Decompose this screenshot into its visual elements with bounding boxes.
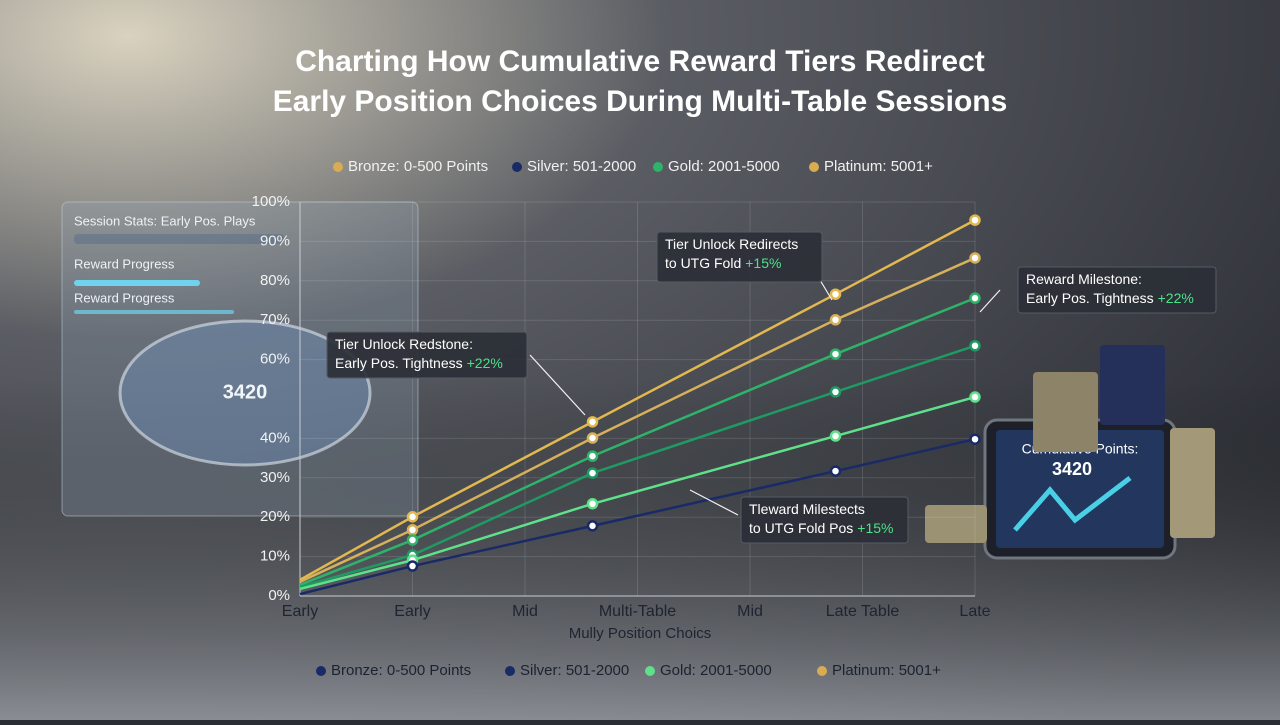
data-point — [829, 288, 842, 300]
y-tick-label: 80% — [260, 272, 290, 289]
annotation-text: to UTG Fold Pos +15% — [749, 520, 893, 536]
annotation-box — [656, 231, 823, 283]
panel-row: Reward Progress — [74, 290, 175, 305]
annotation-arrow — [689, 489, 739, 516]
y-tick-label: 70% — [260, 311, 290, 328]
chart-title: Early Position Choices During Multi-Tabl… — [273, 85, 1008, 118]
data-point — [969, 391, 981, 403]
data-point — [969, 292, 981, 304]
x-tick-label: Early — [394, 603, 430, 620]
annotation-line: Reward Milestone: — [1026, 271, 1142, 287]
y-tick-label: 90% — [260, 232, 290, 249]
data-point — [829, 348, 842, 360]
session-panel: Session Stats: Early Pos. Plays Reward P… — [61, 201, 419, 517]
y-tick-label: 20% — [260, 508, 290, 525]
y-tick-label: 40% — [260, 429, 290, 446]
legend-label: Bronze: 0-500 Points — [348, 158, 488, 175]
chart-title: Charting How Cumulative Reward Tiers Red… — [295, 45, 985, 78]
annotation-arrow — [529, 354, 586, 416]
annotation-line: Tier Unlock Redstone: — [335, 336, 473, 352]
data-point — [586, 450, 599, 462]
legend-label: Gold: 2001-5000 — [668, 158, 780, 175]
x-tick-label: Late — [959, 603, 990, 620]
y-tick-label: 10% — [260, 548, 290, 565]
legend-dot — [653, 162, 663, 172]
data-point — [586, 416, 599, 428]
panel-title: Session Stats: Early Pos. Plays — [74, 213, 256, 228]
data-point — [586, 498, 599, 510]
annotation-line: to UTG Fold Pos — [749, 520, 853, 536]
annotation-text: Tleward Milestects — [749, 501, 865, 517]
annotation-text: Tier Unlock Redstone: — [335, 336, 473, 352]
panel-row: Reward Progress — [74, 256, 175, 271]
x-tick-label: Mid — [737, 603, 763, 620]
data-point — [406, 560, 419, 572]
data-point — [406, 511, 419, 523]
data-point — [969, 433, 981, 445]
x-axis-label: Mully Position Choics — [569, 625, 712, 642]
y-tick-label: 60% — [260, 351, 290, 368]
annotation-highlight: +22% — [467, 355, 503, 371]
annotation-box — [326, 331, 528, 379]
data-point — [406, 524, 419, 536]
legend-label: Silver: 501-2000 — [527, 158, 636, 175]
annotation-arrow — [819, 279, 833, 301]
annotation-text: Early Pos. Tightness +22% — [335, 355, 503, 371]
data-point — [969, 252, 981, 264]
annotation-text: Tier Unlock Redirects — [665, 236, 798, 252]
data-point — [586, 432, 599, 444]
annotation-highlight: +22% — [1158, 290, 1194, 306]
legend-dot — [505, 666, 515, 676]
annotation-highlight: +15% — [745, 255, 781, 271]
legend-dot — [809, 162, 819, 172]
annotation-box — [740, 496, 909, 544]
annotation-text: Reward Milestone: — [1026, 271, 1142, 287]
legend-dot — [333, 162, 343, 172]
annotation-highlight: +15% — [857, 520, 893, 536]
data-point — [586, 520, 599, 532]
annotation-line: Early Pos. Tightness — [335, 355, 463, 371]
annotation-text: Early Pos. Tightness +22% — [1026, 290, 1194, 306]
legend-dot — [817, 666, 827, 676]
data-point — [586, 467, 599, 479]
data-point — [829, 430, 842, 442]
annotation-arrow — [979, 289, 1001, 313]
annotation-box — [1017, 266, 1217, 314]
data-point — [829, 386, 842, 398]
y-tick-label: 0% — [268, 587, 290, 604]
data-point — [969, 340, 981, 352]
annotation-line: Tleward Milestects — [749, 501, 865, 517]
legend-label: Platinum: 5001+ — [832, 662, 941, 679]
legend-dot — [512, 162, 522, 172]
legend-dot — [645, 666, 655, 676]
annotation-line: Early Pos. Tightness — [1026, 290, 1154, 306]
legend-label: Silver: 501-2000 — [520, 662, 629, 679]
y-tick-label: 30% — [260, 469, 290, 486]
x-tick-label: Late Table — [826, 603, 900, 620]
y-tick-label: 100% — [252, 193, 290, 210]
annotation-line: Tier Unlock Redirects — [665, 236, 798, 252]
chip-stack — [925, 345, 1215, 543]
legend-label: Platinum: 5001+ — [824, 158, 933, 175]
legend-label: Gold: 2001-5000 — [660, 662, 772, 679]
data-point — [829, 465, 842, 477]
x-tick-label: Multi-Table — [599, 603, 676, 620]
panel-points: 3420 — [223, 381, 268, 403]
annotation-text: to UTG Fold +15% — [665, 255, 781, 271]
x-tick-label: Early — [282, 603, 318, 620]
annotation-line: to UTG Fold — [665, 255, 741, 271]
data-point — [829, 314, 842, 326]
data-point — [406, 534, 419, 546]
data-point — [969, 214, 981, 226]
x-tick-label: Mid — [512, 603, 538, 620]
tablet-points: 3420 — [1052, 459, 1092, 479]
legend-dot — [316, 666, 326, 676]
legend-label: Bronze: 0-500 Points — [331, 662, 471, 679]
